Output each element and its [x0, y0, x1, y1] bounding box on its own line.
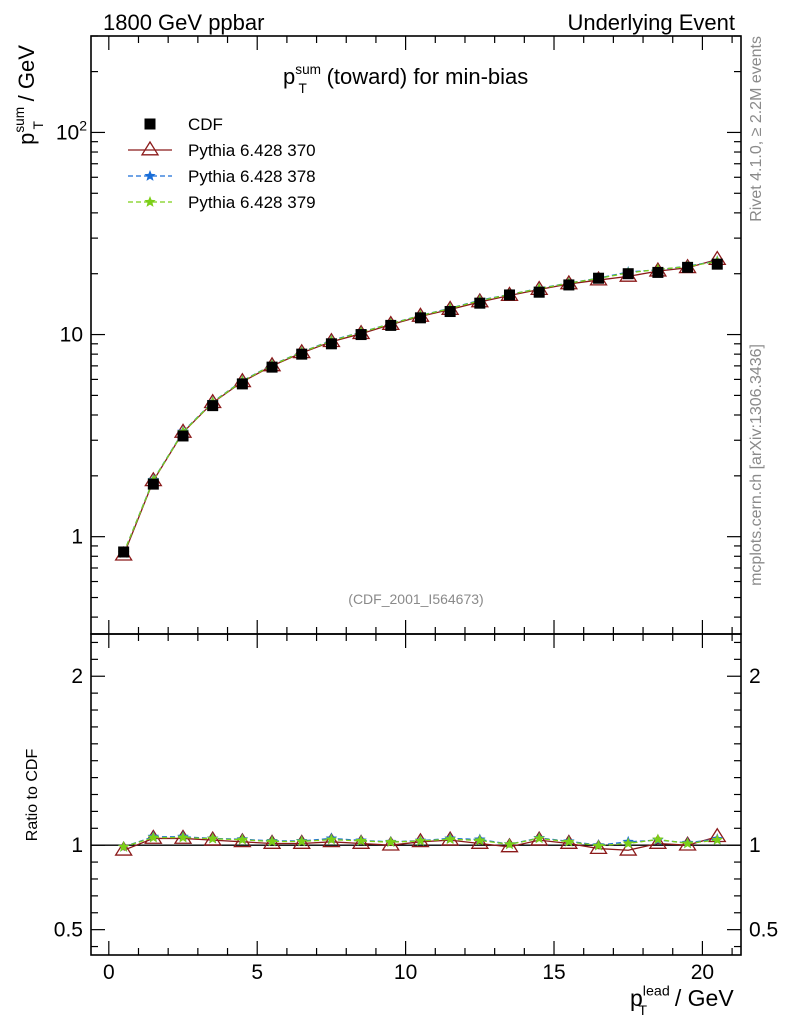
main-point-0-1: [147, 478, 159, 490]
legend-label-3: Pythia 6.428 379: [188, 193, 316, 212]
main-point-0-20: [711, 258, 723, 270]
xtick-label: 20: [691, 961, 714, 984]
ratio-point-2-11: [444, 833, 456, 845]
main-point-0-0: [118, 546, 130, 558]
ratio-point-2-5: [266, 835, 278, 847]
main-point-0-4: [236, 378, 248, 390]
main-point-0-9: [385, 319, 397, 331]
ratio-point-2-13: [503, 838, 516, 850]
ratio-point-0-3: [203, 830, 222, 846]
ratio-point-0-14: [530, 830, 549, 846]
main-point-0-8: [355, 329, 367, 341]
xtick-label: 10: [394, 961, 417, 984]
xtick-label: 5: [251, 961, 263, 984]
header-right: Underlying Event: [567, 10, 735, 35]
xlabel: plead T / GeV: [630, 984, 734, 1020]
ratio-point-2-15: [563, 835, 575, 847]
ratio-ytick-label-left: 1: [71, 834, 83, 857]
main-point-0-12: [474, 297, 486, 309]
ratio-ytick-label-right: 2: [749, 665, 761, 688]
main-point-0-2: [177, 430, 189, 442]
ratio-point-2-14: [533, 832, 545, 844]
legend-label-1: Pythia 6.428 370: [188, 141, 316, 160]
xtick-label: 15: [542, 961, 565, 984]
side-mcplots-label: mcplots.cern.ch [arXiv:1306.3436]: [748, 344, 765, 586]
ratio-point-0-8: [351, 834, 371, 849]
chart-title: psum T (toward) for min-bias: [283, 62, 528, 96]
main-point-0-16: [593, 272, 605, 284]
legend-marker-1: [140, 140, 160, 156]
main-ylabel: psum T / GeV: [12, 45, 46, 145]
ratio-point-2-10: [414, 834, 427, 846]
main-ytick-label: 1: [71, 526, 83, 549]
ratio-point-0-7: [322, 832, 341, 848]
ratio-ytick-label-left: 2: [71, 665, 83, 688]
ratio-frame: [90, 633, 742, 956]
legend-label-2: Pythia 6.428 378: [188, 167, 316, 186]
ratio-point-2-12: [474, 834, 486, 846]
ratio-point-0-13: [500, 837, 519, 853]
ratio-ytick-label-left: 0.5: [54, 919, 83, 942]
main-plot: 1 10 102 psum T (toward) for min-bias psum T /…: [12, 35, 742, 635]
ratio-ytick-label-right: 0.5: [749, 919, 778, 942]
ratio-point-0-0: [114, 841, 133, 856]
legend-label-0: CDF: [188, 115, 223, 134]
xtick-label: 0: [103, 961, 115, 984]
main-point-0-11: [444, 306, 456, 318]
ratio-point-2-19: [681, 837, 694, 849]
legend-marker-0: [144, 118, 156, 130]
main-point-0-17: [622, 268, 634, 280]
ratio-point-0-6: [292, 834, 311, 849]
main-point-0-3: [207, 400, 219, 412]
ratio-point-2-8: [355, 834, 367, 846]
main-point-0-19: [682, 261, 694, 273]
ratio-point-2-2: [177, 831, 189, 843]
legend-marker-2: [144, 170, 156, 181]
ratio-point-0-9: [381, 835, 400, 851]
legend-marker-3: [144, 196, 156, 207]
ratio-point-2-16: [592, 839, 605, 851]
ratio-ytick-label-right: 1: [749, 834, 761, 857]
analysis-watermark: (CDF_2001_I564673): [348, 591, 483, 607]
ratio-point-2-20: [711, 833, 723, 845]
ratio-point-2-0: [117, 840, 130, 852]
main-point-0-14: [533, 286, 545, 298]
main-point-0-18: [652, 266, 664, 278]
main-point-0-7: [325, 338, 337, 350]
ratio-point-2-17: [622, 837, 634, 849]
ratio-point-2-7: [325, 833, 338, 845]
ratio-point-2-1: [147, 831, 160, 843]
header-left: 1800 GeV ppbar: [103, 10, 264, 35]
main-point-0-6: [296, 348, 308, 360]
ratio-point-2-9: [385, 836, 397, 847]
ratio-point-2-6: [296, 835, 308, 847]
ratio-ylabel: Ratio to CDF: [24, 749, 41, 842]
main-point-0-5: [266, 361, 278, 373]
ratio-point-0-18: [648, 834, 668, 849]
main-point-0-13: [503, 289, 515, 301]
main-ytick-label: 10: [60, 324, 83, 347]
ratio-point-0-16: [589, 839, 608, 855]
main-ytick-label: 102: [56, 117, 87, 144]
side-rivet-label: Rivet 4.1.0, ≥ 2.2M events: [748, 36, 765, 222]
main-point-0-15: [563, 279, 575, 291]
ratio-point-0-12: [470, 834, 489, 849]
ratio-point-2-4: [236, 833, 249, 845]
ratio-point-2-18: [652, 833, 664, 845]
ratio-point-0-17: [619, 841, 638, 856]
main-point-0-10: [414, 312, 426, 324]
ratio-point-2-3: [206, 832, 219, 844]
